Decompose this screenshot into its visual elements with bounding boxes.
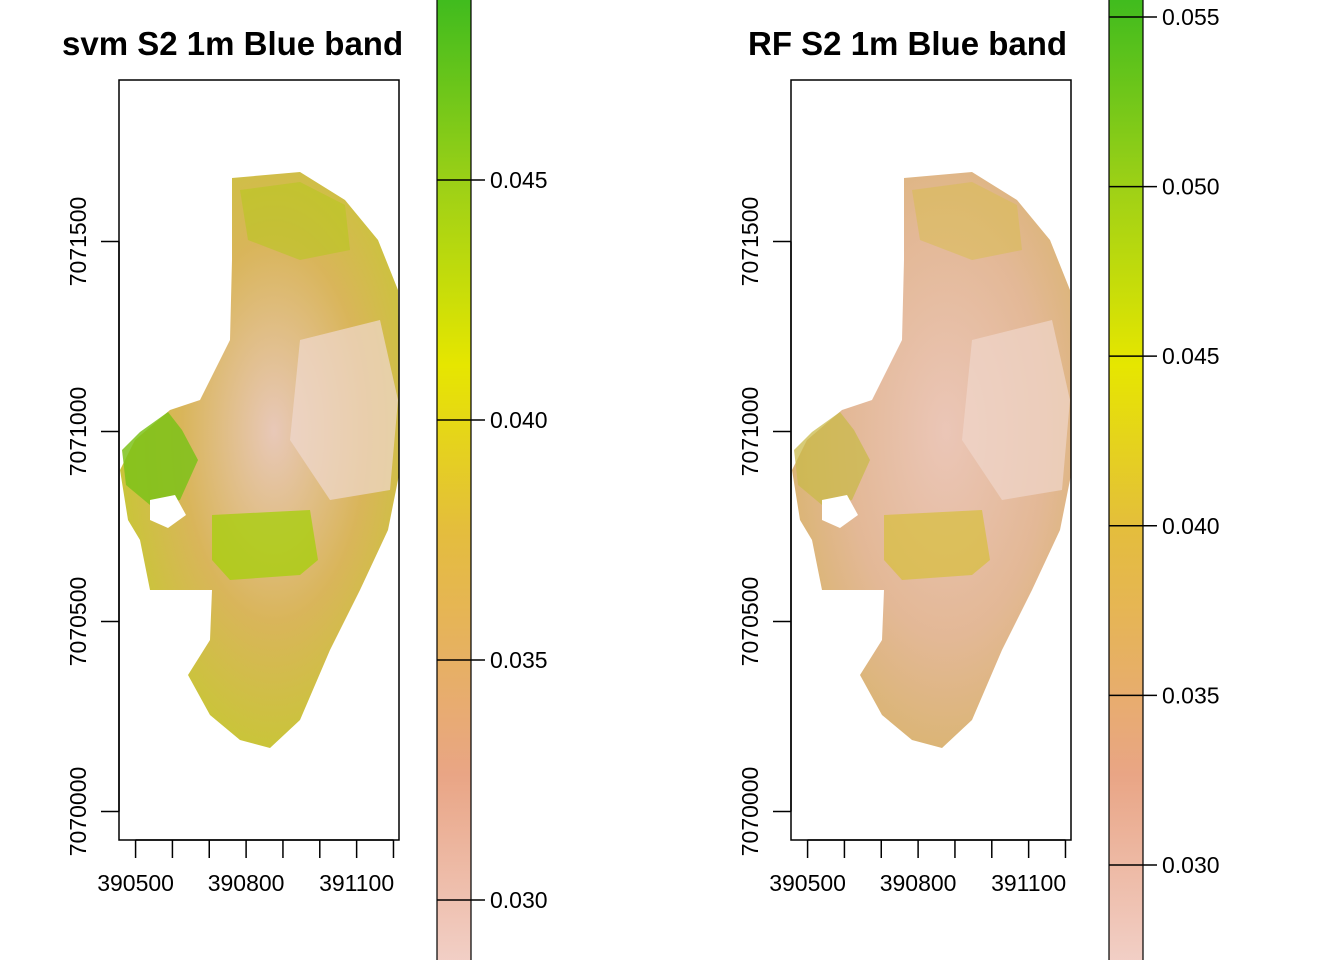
rf-y-tick-label: 7071000 xyxy=(737,387,763,477)
rf-x-tick-label: 390800 xyxy=(880,870,957,896)
rf-yellow-patch-north xyxy=(912,182,1022,260)
svm-raster-footprint xyxy=(120,172,399,748)
rf-legend-colorbar xyxy=(1108,0,1144,960)
svm-y-axis: 7070000 7070500 7071000 7071500 xyxy=(65,197,120,857)
svm-y-tick-label: 7071500 xyxy=(65,197,91,287)
svm-legend-colorbar xyxy=(436,0,472,960)
rf-green-patch-west xyxy=(794,412,870,505)
svm-green-patch-west xyxy=(122,412,198,505)
rf-light-patch-east xyxy=(962,320,1070,500)
rf-x-axis: 390500 390800 391100 xyxy=(769,839,1067,896)
rf-raster-footprint xyxy=(792,172,1071,748)
rf-x-tick-label: 391100 xyxy=(991,870,1066,896)
rf-chart-title: RF S2 1m Blue band xyxy=(748,25,1067,62)
rf-y-tick-label: 7071500 xyxy=(737,197,763,287)
svm-legend-axis: 0.030 0.035 0.040 0.045 xyxy=(437,167,548,913)
panel-rf: 390500 390800 391100 7070000 7070500 7071000… xyxy=(737,0,1220,960)
rf-legend-tick-label: 0.030 xyxy=(1162,852,1220,878)
rf-legend-tick-label: 0.035 xyxy=(1162,682,1220,708)
rf-legend-tick-label: 0.055 xyxy=(1162,4,1220,30)
svm-legend-tick-label: 0.045 xyxy=(490,167,548,193)
rf-x-tick-label: 390500 xyxy=(769,870,846,896)
svm-raster xyxy=(120,172,399,748)
svm-x-tick-label: 391100 xyxy=(319,870,394,896)
rf-yellow-patch-central xyxy=(884,510,990,580)
svm-x-tick-label: 390500 xyxy=(97,870,174,896)
svm-legend-tick-label: 0.040 xyxy=(490,407,548,433)
rf-legend-axis: 0.030 0.035 0.040 0.045 0.050 0.055 xyxy=(1109,4,1220,878)
rf-legend-tick-label: 0.040 xyxy=(1162,513,1220,539)
rf-y-axis: 7070000 7070500 7071000 7071500 xyxy=(737,197,792,857)
svm-green-patch-north xyxy=(240,182,350,260)
svm-light-patch-east xyxy=(290,320,398,500)
svm-green-patch-central xyxy=(212,510,318,580)
svm-legend-tick-label: 0.030 xyxy=(490,887,548,913)
svm-chart-title: svm S2 1m Blue band xyxy=(62,25,403,62)
rf-legend-tick-label: 0.045 xyxy=(1162,343,1220,369)
svm-y-tick-label: 7070000 xyxy=(65,767,91,857)
rf-gap xyxy=(822,495,858,528)
rf-legend-tick-label: 0.050 xyxy=(1162,174,1220,200)
svm-gap xyxy=(150,495,186,528)
svm-x-axis: 390500 390800 391100 xyxy=(97,839,395,896)
rf-raster xyxy=(792,172,1071,748)
rf-y-tick-label: 7070000 xyxy=(737,767,763,857)
svm-legend-tick-label: 0.035 xyxy=(490,647,548,673)
svm-x-tick-label: 390800 xyxy=(208,870,285,896)
svm-y-tick-label: 7071000 xyxy=(65,387,91,477)
panel-svm: 390500 390800 391100 7070000 7070500 7071000… xyxy=(62,0,548,960)
rf-y-tick-label: 7070500 xyxy=(737,577,763,667)
svm-y-tick-label: 7070500 xyxy=(65,577,91,667)
